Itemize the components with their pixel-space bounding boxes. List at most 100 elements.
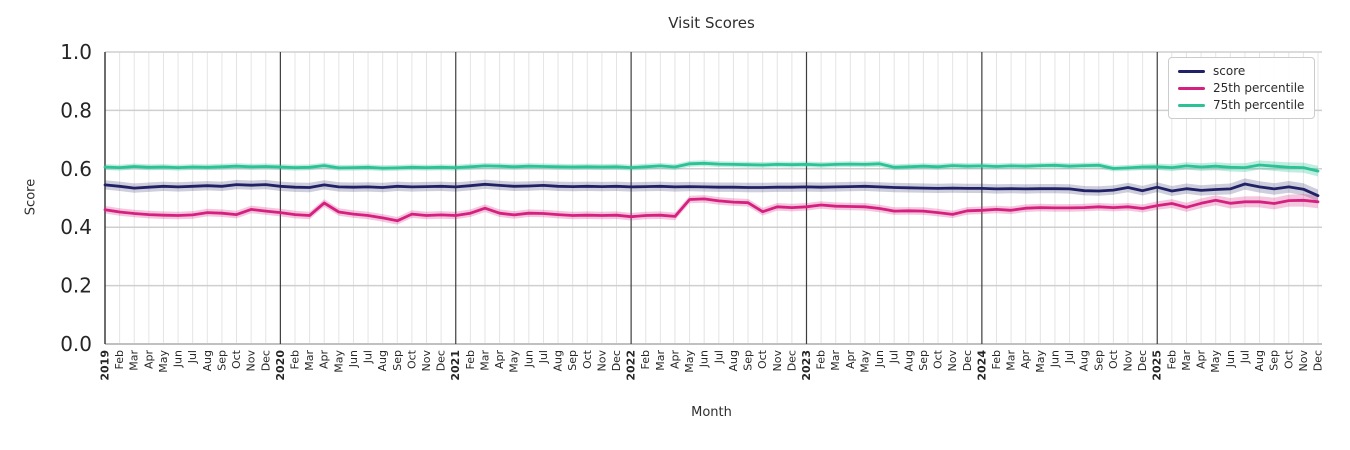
svg-text:Apr: Apr [1019, 350, 1032, 370]
svg-text:Mar: Mar [1180, 350, 1193, 371]
svg-text:May: May [332, 350, 345, 373]
svg-text:Apr: Apr [142, 350, 155, 370]
svg-text:Mar: Mar [478, 350, 491, 371]
legend-item-75th-percentile: 75th percentile [1178, 98, 1304, 112]
svg-text:0.8: 0.8 [60, 98, 92, 122]
svg-text:May: May [683, 350, 696, 373]
series-band-score [105, 178, 1318, 202]
svg-text:Jun: Jun [522, 350, 535, 368]
svg-text:May: May [858, 350, 871, 373]
svg-text:Jul: Jul [537, 350, 550, 364]
svg-text:Aug: Aug [1078, 350, 1091, 371]
svg-text:Apr: Apr [318, 350, 331, 370]
legend-item-label: 75th percentile [1213, 98, 1305, 112]
svg-text:Mar: Mar [829, 350, 842, 371]
svg-text:Apr: Apr [493, 350, 506, 370]
svg-text:Nov: Nov [946, 350, 959, 372]
svg-text:Mar: Mar [1005, 350, 1018, 371]
svg-text:2025: 2025 [1151, 350, 1164, 381]
svg-text:Jul: Jul [362, 350, 375, 364]
svg-text:Sep: Sep [742, 350, 755, 371]
svg-text:Mar: Mar [128, 350, 141, 371]
svg-text:Nov: Nov [595, 350, 608, 372]
svg-text:Sep: Sep [566, 350, 579, 371]
svg-text:2020: 2020 [274, 350, 287, 381]
x-axis-label: Month [691, 405, 732, 420]
legend-line-swatch [1178, 86, 1205, 90]
svg-text:2021: 2021 [449, 350, 462, 381]
svg-text:0.6: 0.6 [60, 157, 92, 181]
svg-text:Sep: Sep [1268, 350, 1281, 371]
svg-text:Nov: Nov [1297, 350, 1310, 372]
svg-text:May: May [1209, 350, 1222, 373]
svg-text:Feb: Feb [113, 350, 126, 369]
svg-text:Oct: Oct [756, 349, 769, 369]
svg-text:Nov: Nov [420, 350, 433, 372]
svg-text:2024: 2024 [975, 350, 988, 381]
svg-text:2022: 2022 [625, 350, 638, 381]
svg-text:Oct: Oct [581, 349, 594, 369]
svg-text:Dec: Dec [1312, 350, 1325, 371]
svg-text:Feb: Feb [815, 350, 828, 369]
svg-text:Sep: Sep [215, 350, 228, 371]
svg-text:Apr: Apr [1195, 350, 1208, 370]
svg-text:Dec: Dec [961, 350, 974, 371]
svg-text:Mar: Mar [303, 350, 316, 371]
svg-text:Jun: Jun [1224, 350, 1237, 368]
series-line-score [103, 182, 1320, 198]
svg-text:Oct: Oct [1282, 349, 1295, 369]
svg-text:Jun: Jun [873, 350, 886, 368]
svg-text:Apr: Apr [844, 350, 857, 370]
svg-text:Sep: Sep [917, 350, 930, 371]
svg-text:Aug: Aug [376, 350, 389, 371]
svg-text:Dec: Dec [785, 350, 798, 371]
legend-item-label: score [1213, 64, 1246, 78]
y-gridlines [105, 51, 1322, 345]
legend-item-label: 25th percentile [1213, 81, 1305, 95]
svg-text:Jun: Jun [347, 350, 360, 368]
series-line-75th-percentile [103, 161, 1320, 173]
svg-text:Aug: Aug [902, 350, 915, 371]
svg-text:0.4: 0.4 [60, 215, 92, 239]
svg-text:Jul: Jul [1238, 350, 1251, 364]
svg-text:May: May [157, 350, 170, 373]
y-axis-label: Score [23, 178, 39, 216]
svg-text:Aug: Aug [727, 350, 740, 371]
svg-text:Oct: Oct [230, 349, 243, 369]
svg-text:Oct: Oct [405, 349, 418, 369]
month-gridlines [119, 52, 1319, 344]
svg-text:Jun: Jun [1048, 350, 1061, 368]
svg-text:Jul: Jul [1063, 350, 1076, 364]
svg-text:Dec: Dec [1136, 350, 1149, 371]
svg-text:2023: 2023 [800, 350, 813, 381]
svg-text:0.2: 0.2 [60, 274, 92, 298]
legend-item-score: score [1178, 64, 1304, 78]
legend-line-swatch [1178, 103, 1205, 107]
svg-text:Jul: Jul [888, 350, 901, 364]
chart-title: Visit Scores [668, 14, 755, 32]
svg-text:Nov: Nov [1122, 350, 1135, 372]
legend-line-swatch [1178, 69, 1205, 73]
series-line-25th-percentile [103, 197, 1320, 223]
svg-text:Nov: Nov [245, 350, 258, 372]
svg-text:May: May [1034, 350, 1047, 373]
svg-text:May: May [508, 350, 521, 373]
svg-text:Mar: Mar [654, 350, 667, 371]
svg-text:Dec: Dec [259, 350, 272, 371]
svg-text:2019: 2019 [99, 350, 112, 381]
svg-text:Jul: Jul [186, 350, 199, 364]
legend-item-25th-percentile: 25th percentile [1178, 81, 1304, 95]
svg-text:Dec: Dec [610, 350, 623, 371]
svg-text:Aug: Aug [552, 350, 565, 371]
svg-text:Feb: Feb [639, 350, 652, 369]
svg-text:Feb: Feb [990, 350, 1003, 369]
svg-text:Jul: Jul [712, 350, 725, 364]
svg-text:Jun: Jun [698, 350, 711, 368]
svg-text:Sep: Sep [1092, 350, 1105, 371]
svg-text:Jun: Jun [172, 350, 185, 368]
svg-text:Nov: Nov [771, 350, 784, 372]
svg-text:Oct: Oct [1107, 349, 1120, 369]
svg-text:0.0: 0.0 [60, 332, 92, 356]
